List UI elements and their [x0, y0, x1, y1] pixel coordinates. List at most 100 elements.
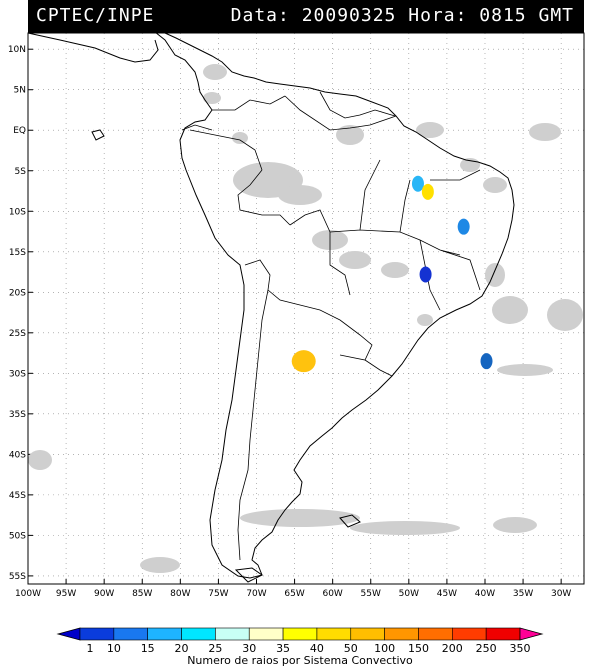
lon-tick-label: 30W [551, 589, 571, 599]
convective-system [419, 266, 432, 283]
colorbar-arrow-right [519, 627, 544, 641]
colorbar-label: 250 [476, 642, 497, 655]
convective-system [480, 353, 493, 370]
lon-tick-label: 60W [322, 589, 342, 599]
time-value: 0815 [479, 5, 527, 26]
map-frame [27, 32, 585, 585]
colorbar-label: 1 [87, 642, 94, 655]
brazil-state-lines [329, 159, 481, 311]
colorbar-label: 30 [242, 642, 256, 655]
title-bar: CPTEC/INPE Data: 20090325 Hora: 0815 GMT [28, 0, 584, 33]
lat-tick-label: 45S [9, 491, 26, 501]
lat-tick-label: 30S [9, 369, 26, 379]
cloud-atlantic-east [547, 299, 583, 331]
lat-tick-label: 10N [8, 45, 26, 55]
cloud-colombia-north [203, 64, 227, 80]
lon-tick-label: 70W [246, 589, 266, 599]
colorbar-segment [350, 627, 385, 641]
convective-system [411, 175, 424, 192]
convective-systems [291, 175, 493, 373]
colorbar-label: 350 [510, 642, 531, 655]
border-peru-brazil [237, 169, 291, 226]
country-borders [181, 91, 481, 561]
colorbar-label: 20 [175, 642, 189, 655]
border-ecuador [181, 124, 213, 131]
date-value: 20090325 [301, 5, 397, 26]
convective-system [457, 218, 470, 235]
colorbar-label: 40 [310, 642, 324, 655]
colorbar-segment [485, 627, 521, 641]
graticule [27, 33, 584, 584]
tierra-del-fuego [234, 567, 263, 583]
cloud-pacific [28, 450, 52, 470]
lat-tick-label: EQ [13, 126, 26, 136]
date-label: Data: [230, 5, 290, 26]
coastlines [27, 31, 515, 583]
lon-tick-label: 45W [437, 589, 457, 599]
colorbar-label: 150 [408, 642, 429, 655]
border-bolivia-chile [244, 259, 301, 306]
border-uruguay [364, 359, 393, 377]
colorbar-label: 50 [344, 642, 358, 655]
border-brazil-north [284, 95, 397, 131]
lat-tick-label: 40S [9, 450, 26, 460]
convective-system [421, 183, 434, 200]
colorbar-segment [248, 627, 284, 641]
lat-tick-label: 15S [9, 248, 26, 258]
lon-tick-label: 40W [475, 589, 495, 599]
cloud-central [339, 251, 371, 269]
datetime-label: Data: 20090325 Hora: 0815 GMT [231, 5, 574, 26]
cloud-south-atlantic-band [350, 521, 460, 535]
colorbar-title: Numero de raios por Sistema Convectivo [187, 654, 413, 667]
longitude-labels: 100W 95W 90W 85W 80W 75W 70W 65W 60W 55W 50W 45W 40W… [15, 589, 571, 599]
colorbar-segment [147, 627, 182, 641]
convective-system [291, 350, 316, 373]
colorbar-label: 35 [276, 642, 290, 655]
cloud-ne-coast [483, 177, 507, 193]
south-america-coastline [154, 31, 515, 579]
cloud-atlantic-eq [529, 123, 561, 141]
border-venezuela-guyana [319, 91, 396, 119]
cloud-amazon-center [278, 185, 322, 205]
colorbar-segment [215, 627, 250, 641]
lon-tick-label: 75W [208, 589, 228, 599]
lon-tick-label: 35W [513, 589, 533, 599]
colorbar-segment [384, 627, 419, 641]
cloud-amazon-east [336, 125, 364, 145]
cloud-northeast [460, 158, 480, 172]
colorbar-segment [181, 627, 216, 641]
central-america-coastline [27, 32, 159, 63]
timezone-value: GMT [538, 5, 574, 26]
cloud-bahia-coast [485, 263, 505, 287]
colorbar-segment [282, 627, 318, 641]
lon-tick-label: 100W [15, 589, 41, 599]
lon-tick-label: 65W [284, 589, 304, 599]
colorbar-label: 200 [442, 642, 463, 655]
map-background [28, 33, 584, 584]
colorbar-segment [316, 627, 352, 641]
colorbar-label: 100 [374, 642, 395, 655]
colorbar-segment [452, 627, 487, 641]
lon-tick-label: 50W [399, 589, 419, 599]
source-label: CPTEC/INPE [36, 5, 155, 26]
cloud-south-atlantic-east [493, 517, 537, 533]
border-colombia-peru [189, 129, 263, 171]
cloud-cover [28, 64, 583, 573]
colorbar-segment [113, 627, 148, 641]
falklands [339, 514, 361, 528]
latitude-labels: 10N 5N EQ 5S 10S 15S 20S 25S 30S 35S 40S 45S 50S 55S [8, 45, 26, 582]
lat-tick-label: 55S [9, 572, 26, 582]
colorbar: 1 10 15 20 25 30 35 40 50 100 150 200 250 350 [56, 627, 544, 655]
cloud-goias [381, 262, 409, 278]
colorbar-label: 10 [107, 642, 121, 655]
border-colombia-venezuela [212, 95, 286, 111]
colorbar-segment [418, 627, 453, 641]
cloud-guiana [416, 122, 444, 138]
lat-tick-label: 20S [9, 288, 26, 298]
time-label: Hora: [408, 5, 468, 26]
colorbar-label: 15 [141, 642, 155, 655]
lat-tick-label: 5S [15, 167, 27, 177]
colorbar-label: 25 [208, 642, 222, 655]
cloud-colombia [203, 92, 221, 104]
